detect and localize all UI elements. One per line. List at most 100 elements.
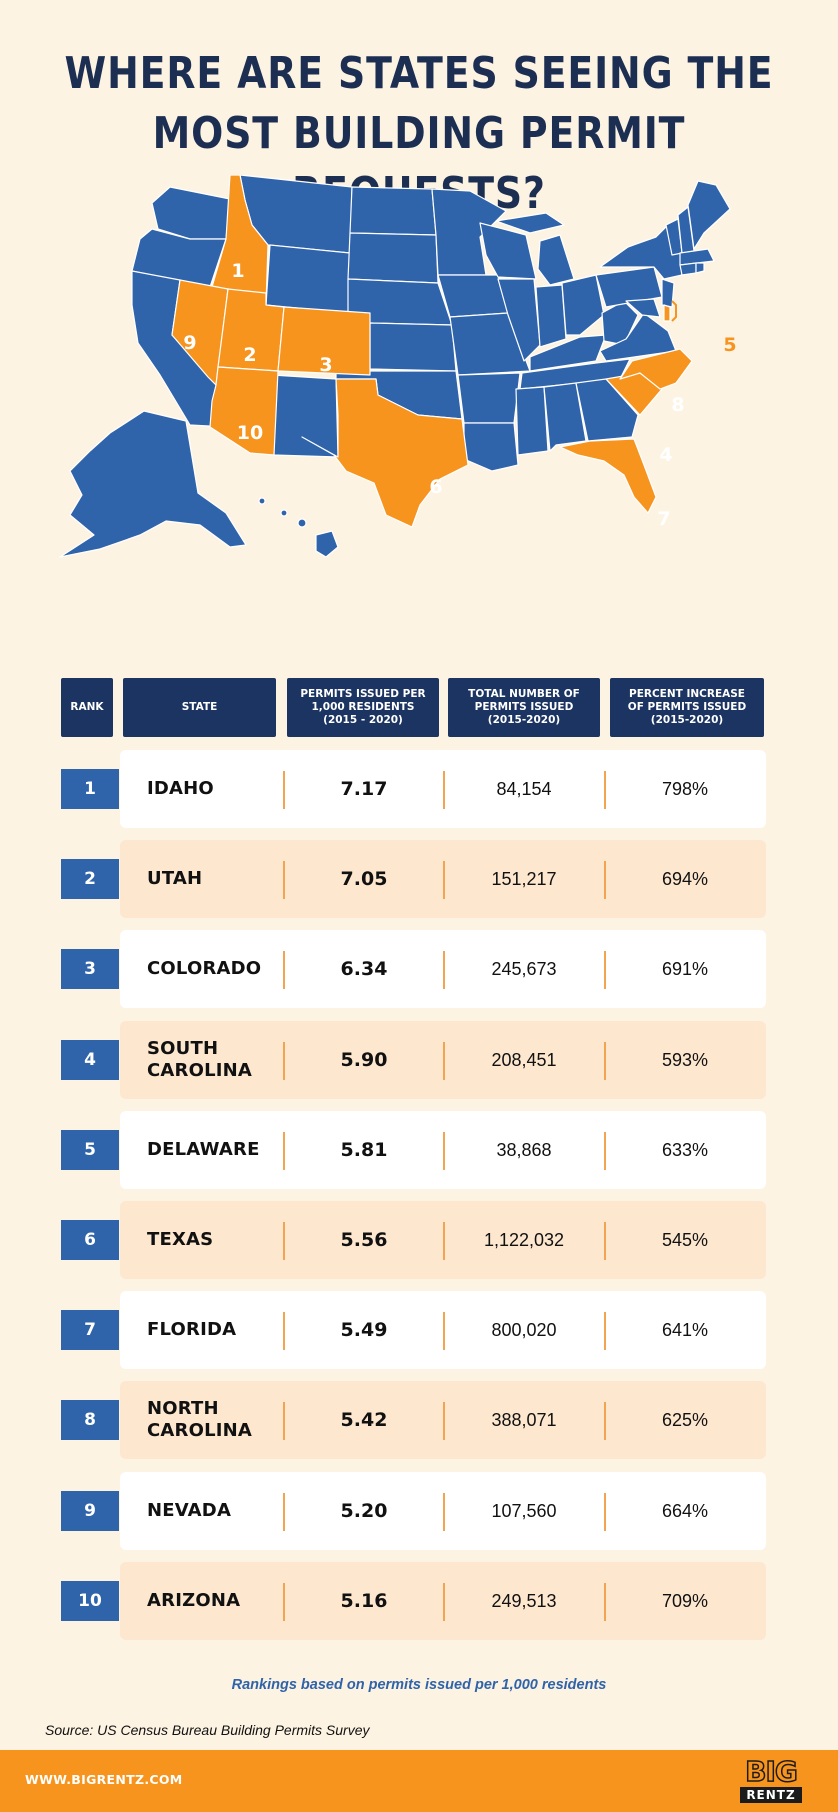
state-name: TEXAS [147, 1201, 287, 1279]
state-hawaii-oahu [280, 509, 288, 517]
state-name-line: UTAH [147, 868, 203, 889]
us-map: 1 2 3 4 5 6 7 8 9 10 [59, 175, 737, 558]
state-name-line: CAROLINA [147, 1420, 253, 1441]
column-divider [443, 1402, 445, 1440]
state-name: NORTH CAROLINA [147, 1381, 287, 1459]
map-label-1: 1 [231, 260, 244, 282]
column-divider [283, 1312, 285, 1350]
total-permits: 1,122,032 [483, 1229, 565, 1250]
logo-rentz: RENTZ [740, 1787, 802, 1803]
state-south-dakota [347, 232, 439, 284]
header-total: TOTAL NUMBER OF PERMITS ISSUED (2015-202… [448, 678, 600, 737]
column-divider [283, 861, 285, 899]
ranking-note: Rankings based on permits issued per 1,0… [231, 1677, 607, 1693]
bigrentz-logo[interactable]: BIG RENTZ [736, 1757, 806, 1808]
state-alabama [543, 382, 587, 452]
state-ohio [561, 274, 605, 336]
state-nevada [171, 279, 229, 386]
column-divider [604, 1312, 606, 1350]
state-minnesota [431, 188, 507, 276]
delaware-pointer [671, 300, 677, 322]
state-wyoming [265, 244, 351, 314]
state-name-line: SOUTH [147, 1038, 219, 1059]
column-divider [283, 1132, 285, 1170]
column-divider [283, 1493, 285, 1531]
title-line-1: WHERE ARE STATES SEEING THE [64, 48, 774, 99]
state-name-line: COLORADO [147, 958, 262, 979]
state-kentucky [529, 334, 607, 372]
table-row: 3 COLORADO 6.34 245,673 691% [0, 930, 838, 1008]
column-divider [443, 951, 445, 989]
rank-badge: 4 [61, 1040, 119, 1080]
percent-increase: 593% [661, 1049, 709, 1070]
state-michigan-upper [495, 212, 565, 234]
percent-increase: 798% [661, 778, 709, 799]
header-state: STATE [123, 678, 276, 737]
column-divider [443, 1493, 445, 1531]
state-massachusetts [679, 248, 715, 266]
state-name: SOUTH CAROLINA [147, 1021, 287, 1099]
percent-increase: 709% [661, 1590, 709, 1611]
source-note: Source: US Census Bureau Building Permit… [45, 1722, 370, 1738]
state-hawaii-maui [297, 518, 307, 528]
state-hawaii-kauai [258, 497, 266, 505]
percent-increase: 545% [661, 1229, 709, 1250]
state-name-line: FLORIDA [147, 1319, 237, 1340]
state-north-carolina [619, 348, 693, 390]
column-divider [283, 771, 285, 809]
header-pct: PERCENT INCREASE OF PERMITS ISSUED (2015… [610, 678, 764, 737]
state-rhode-island [695, 262, 705, 274]
state-kansas [369, 322, 457, 372]
column-divider [604, 1042, 606, 1080]
state-idaho [209, 175, 269, 306]
table-row: 7 FLORIDA 5.49 800,020 641% [0, 1291, 838, 1369]
state-michigan [537, 234, 575, 286]
state-wisconsin [479, 222, 537, 280]
permits-per-1000: 5.49 [340, 1319, 388, 1341]
table-row: 8 NORTH CAROLINA 5.42 388,071 625% [0, 1381, 838, 1459]
percent-increase: 691% [661, 958, 709, 979]
table-row: 9 NEVADA 5.20 107,560 664% [0, 1472, 838, 1550]
state-name: NEVADA [147, 1472, 287, 1550]
state-new-mexico [271, 374, 339, 458]
state-delaware [663, 304, 671, 322]
permits-per-1000: 5.90 [340, 1049, 388, 1071]
rank-badge: 2 [61, 859, 119, 899]
state-name-line: DELAWARE [147, 1139, 260, 1160]
state-maryland [625, 298, 661, 318]
column-divider [283, 1583, 285, 1621]
total-permits: 84,154 [496, 778, 552, 799]
state-name: IDAHO [147, 750, 287, 828]
state-georgia [575, 378, 639, 442]
rank-badge: 3 [61, 949, 119, 989]
total-permits: 800,020 [491, 1319, 557, 1340]
column-divider [604, 771, 606, 809]
state-virginia [599, 312, 677, 362]
map-label-2: 2 [243, 344, 256, 366]
percent-increase: 633% [661, 1139, 709, 1160]
map-label-8: 8 [671, 394, 684, 416]
state-colorado [277, 306, 371, 376]
footer: WWW.BIGRENTZ.COM BIG RENTZ [0, 1750, 838, 1812]
state-name: DELAWARE [147, 1111, 287, 1189]
state-iowa [437, 274, 509, 318]
state-maine [687, 180, 731, 250]
footer-url-link[interactable]: WWW.BIGRENTZ.COM [25, 1772, 183, 1787]
table-row: 5 DELAWARE 5.81 38,868 633% [0, 1111, 838, 1189]
state-hawaii [315, 530, 339, 558]
state-name-line: ARIZONA [147, 1590, 241, 1611]
state-alaska [59, 410, 247, 558]
table-row: 1 IDAHO 7.17 84,154 798% [0, 750, 838, 828]
column-divider [604, 1132, 606, 1170]
column-divider [604, 1402, 606, 1440]
state-name: COLORADO [147, 930, 287, 1008]
state-name: ARIZONA [147, 1562, 287, 1640]
state-north-dakota [349, 186, 437, 236]
state-name-line: TEXAS [147, 1229, 214, 1250]
state-indiana [535, 284, 567, 348]
rank-badge: 10 [61, 1581, 119, 1621]
state-mississippi [515, 386, 549, 456]
column-divider [443, 861, 445, 899]
permits-per-1000: 5.16 [340, 1590, 388, 1612]
total-permits: 208,451 [491, 1049, 557, 1070]
